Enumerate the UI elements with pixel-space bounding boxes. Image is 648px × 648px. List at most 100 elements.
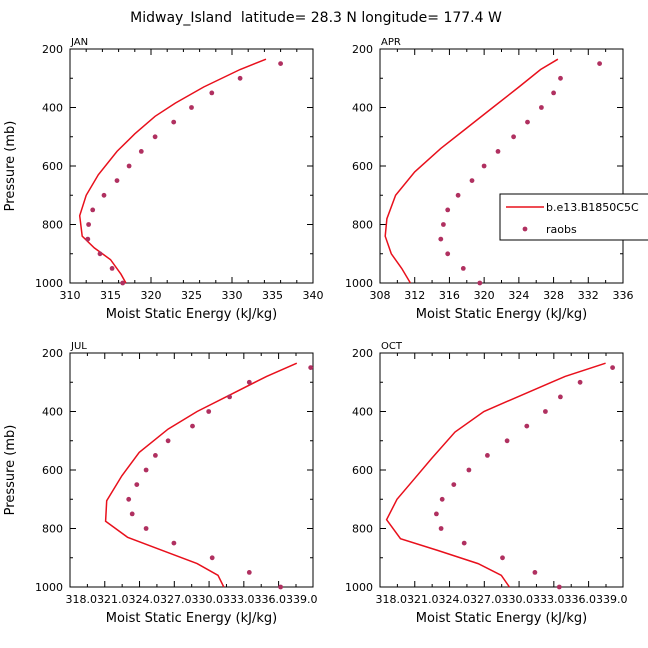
raobs-point-jul — [227, 394, 233, 400]
y-tick-label-oct: 600 — [352, 464, 373, 477]
panel-jul: JUL 318.0321.0324.0327.0330.0333.0336.033… — [3, 341, 317, 626]
raobs-point-jul — [209, 555, 215, 561]
raobs-point-oct — [466, 467, 472, 473]
panel-oct: OCT 318.0321.0324.0327.0330.0333.0336.033… — [345, 341, 627, 626]
y-tick-label-oct: 800 — [352, 523, 373, 536]
raobs-point-oct — [438, 526, 444, 531]
x-tick-label-apr: 328 — [543, 289, 564, 302]
raobs-point-oct — [504, 438, 510, 444]
raobs-point-apr — [539, 105, 544, 110]
y-tick-label-apr: 600 — [352, 160, 373, 173]
x-tick-label-apr: 336 — [613, 289, 634, 302]
raobs-point-jan — [120, 280, 126, 286]
raobs-point-oct — [577, 379, 583, 385]
raobs-point-oct — [461, 540, 467, 546]
raobs-point-apr — [551, 90, 556, 96]
y-tick-label-jan: 400 — [42, 102, 63, 115]
raobs-point-oct — [524, 423, 530, 429]
y-tick-label-oct: 1000 — [345, 581, 373, 594]
x-axis-label-jul: Moist Static Energy (kJ/kg) — [106, 611, 277, 626]
raobs-point-apr — [460, 266, 466, 271]
raobs-point-jan — [97, 251, 103, 257]
legend-box — [499, 193, 648, 241]
raobs-point-oct — [558, 394, 563, 400]
legend-model-label: b.e13.B1850C5C — [546, 201, 639, 214]
raobs-point-oct — [434, 511, 439, 517]
raobs-point-jul — [206, 409, 212, 414]
raobs-point-apr — [445, 207, 451, 213]
raobs-point-jul — [129, 511, 135, 517]
figure-title: Midway_Island latitude= 28.3 N longitude… — [130, 10, 502, 26]
y-tick-label-apr: 1000 — [345, 277, 373, 290]
x-tick-label-jan: 315 — [100, 289, 121, 302]
raobs-point-jan — [90, 207, 96, 213]
x-tick-label-jan: 325 — [181, 289, 202, 302]
raobs-point-apr — [481, 163, 487, 169]
y-tick-label-jul: 400 — [42, 406, 63, 419]
x-tick-label-apr: 332 — [578, 289, 599, 302]
raobs-point-oct — [543, 409, 548, 414]
raobs-point-apr — [438, 236, 444, 242]
raobs-point-jan — [114, 178, 120, 184]
raobs-point-apr — [445, 251, 451, 257]
model-line-jul — [104, 362, 298, 588]
raobs-point-apr — [597, 61, 602, 66]
x-tick-label-jan: 310 — [60, 289, 81, 302]
raobs-point-jul — [126, 496, 132, 502]
legend: b.e13.B1850C5C raobs — [499, 193, 648, 241]
y-tick-label-jul: 200 — [42, 347, 63, 360]
raobs-point-apr — [558, 75, 563, 81]
model-line-apr — [384, 58, 559, 284]
x-tick-label-jan: 330 — [222, 289, 243, 302]
x-tick-label-jan: 320 — [141, 289, 162, 302]
plot-frame-jul — [69, 352, 314, 588]
raobs-point-jul — [171, 540, 177, 546]
x-tick-label-apr: 316 — [439, 289, 460, 302]
x-tick-label-apr: 320 — [474, 289, 495, 302]
raobs-point-jan — [85, 236, 91, 242]
raobs-point-jul — [165, 438, 171, 444]
panel-title-jan: JAN — [70, 37, 88, 48]
x-tick-label-jul: 318.0321.0324.0327.0330.0333.0336.0339.0 — [66, 593, 318, 606]
model-line-jan — [78, 58, 267, 284]
raobs-point-apr — [477, 280, 483, 286]
y-tick-label-jul: 1000 — [35, 581, 63, 594]
x-axis-label-jan: Moist Static Energy (kJ/kg) — [106, 307, 277, 322]
raobs-point-oct — [556, 584, 562, 590]
x-axis-label-apr: Moist Static Energy (kJ/kg) — [416, 307, 587, 322]
y-tick-label-oct: 200 — [352, 347, 373, 360]
model-line-oct — [385, 362, 606, 588]
raobs-point-apr — [525, 119, 530, 125]
raobs-point-oct — [532, 570, 538, 575]
y-tick-label-jan: 200 — [42, 43, 63, 56]
raobs-point-jul — [143, 526, 149, 531]
raobs-point-jan — [109, 266, 115, 271]
y-axis-label-jan: Pressure (mb) — [3, 121, 18, 212]
raobs-point-oct — [610, 365, 615, 370]
y-tick-label-jan: 1000 — [35, 277, 63, 290]
raobs-point-jan — [278, 61, 283, 66]
x-tick-label-jan: 335 — [262, 289, 283, 302]
y-tick-label-jul: 800 — [42, 523, 63, 536]
y-tick-label-apr: 200 — [352, 43, 373, 56]
raobs-point-oct — [439, 496, 445, 502]
x-axis-label-oct: Moist Static Energy (kJ/kg) — [416, 611, 587, 626]
raobs-point-jan — [86, 222, 91, 227]
y-tick-label-oct: 400 — [352, 406, 373, 419]
plot-frame-jan — [69, 48, 314, 284]
raobs-point-apr — [441, 222, 446, 227]
legend-obs-label: raobs — [546, 223, 577, 236]
y-tick-label-jan: 800 — [42, 219, 63, 232]
raobs-point-jul — [308, 365, 314, 370]
x-tick-label-apr: 312 — [404, 289, 425, 302]
y-axis-label-jul: Pressure (mb) — [3, 425, 18, 516]
raobs-point-jan — [171, 119, 177, 125]
raobs-point-jan — [209, 90, 215, 96]
raobs-point-apr — [495, 149, 501, 154]
raobs-point-jan — [189, 105, 194, 110]
raobs-point-apr — [469, 178, 475, 184]
raobs-point-jul — [134, 482, 140, 487]
plot-frame-oct — [379, 352, 624, 588]
plot-frame-apr — [379, 48, 624, 284]
